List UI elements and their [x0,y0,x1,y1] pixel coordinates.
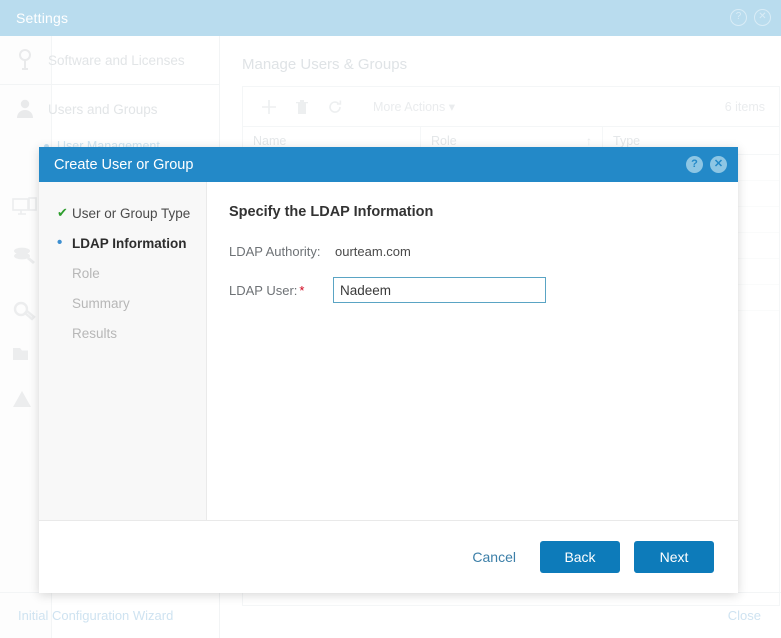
sidebar-item-label: Software and Licenses [48,52,185,68]
monitor-icon[interactable] [12,196,38,218]
wizard-step-label: Summary [72,295,130,311]
alert-icon[interactable] [12,389,38,411]
dialog-header-icon-group: ? ✕ [686,156,727,173]
ldap-user-row: LDAP User: * [229,276,738,304]
wizard-step-label: User or Group Type [72,205,191,221]
user-icon [14,99,36,119]
wizard-step-label: Results [72,325,118,341]
sidebar-item-users-and-groups[interactable]: Users and Groups [0,85,219,133]
dialog-title: Create User or Group [54,156,194,173]
ldap-authority-label: LDAP Authority: [229,243,321,259]
wizard-step-label: LDAP Information [72,235,187,251]
wizard-step-label: Role [72,265,100,281]
dialog-header: Create User or Group ? ✕ [39,147,738,182]
ldap-information-form: Specify the LDAP Information LDAP Author… [207,182,738,520]
dialog-close-icon[interactable]: ✕ [710,156,727,173]
plus-icon[interactable] [261,99,277,115]
wizard-step-user-or-group-type[interactable]: ✔ User or Group Type [39,198,206,228]
create-user-or-group-dialog: Create User or Group ? ✕ ✔ User or Group… [39,147,738,593]
folder-icon[interactable] [12,344,38,366]
required-marker: * [299,282,305,298]
initial-configuration-wizard-link[interactable]: Initial Configuration Wizard [18,608,174,623]
wizard-step-summary[interactable]: Summary [39,288,206,318]
wizard-step-role[interactable]: Role [39,258,206,288]
app-titlebar: Settings ? ✕ [0,0,781,36]
column-header-name[interactable]: Name [243,127,421,154]
back-button[interactable]: Back [540,541,620,573]
column-header-type[interactable]: Type [613,133,641,148]
ldap-user-label: LDAP User: * [229,283,333,298]
more-actions-button[interactable]: More Actions ▾ [373,99,455,114]
sidebar-item-label: Users and Groups [48,101,158,117]
dialog-body: ✔ User or Group Type • LDAP Information … [39,182,738,520]
bullet-icon [44,143,49,149]
settings-gear-icon[interactable] [12,299,38,321]
sidebar-item-software-and-licenses[interactable]: Software and Licenses [0,36,219,84]
app-title: Settings [16,10,69,26]
close-link[interactable]: Close [727,608,761,623]
item-count: 6 items [724,99,765,114]
cancel-button[interactable]: Cancel [462,543,526,571]
ldap-authority-row: LDAP Authority: ourteam.com [229,238,738,264]
storage-icon[interactable] [12,245,38,267]
medal-icon [14,49,36,71]
wizard-step-ldap-information[interactable]: • LDAP Information [57,234,187,251]
close-icon[interactable]: ✕ [754,9,771,26]
wizard-step-list: ✔ User or Group Type • LDAP Information … [39,182,207,520]
help-icon[interactable]: ? [730,9,747,26]
form-heading: Specify the LDAP Information [229,204,434,220]
chevron-down-icon: ▾ [448,100,456,114]
wizard-step-results[interactable]: Results [39,318,206,348]
titlebar-icon-group: ? ✕ [730,9,771,26]
trash-icon[interactable] [295,99,309,115]
sidebar-divider [0,84,219,85]
status-bar: Initial Configuration Wizard Close [0,592,781,638]
sort-ascending-icon: ↑ [586,133,592,148]
dialog-help-icon[interactable]: ? [686,156,703,173]
check-icon: ✔ [57,205,68,220]
more-actions-label: More Actions [373,100,446,114]
refresh-icon[interactable] [327,99,343,115]
page-title: Manage Users & Groups [242,56,408,73]
next-button[interactable]: Next [634,541,714,573]
ldap-user-input[interactable] [333,277,546,303]
ldap-authority-value: ourteam.com [335,243,411,259]
table-toolbar: More Actions ▾ 6 items [243,87,779,127]
column-header-role-label: Role [431,133,457,148]
ldap-user-label-text: LDAP User: [229,282,298,298]
dialog-footer: Cancel Back Next [39,520,738,593]
column-header-role[interactable]: Role ↑ [421,127,603,154]
